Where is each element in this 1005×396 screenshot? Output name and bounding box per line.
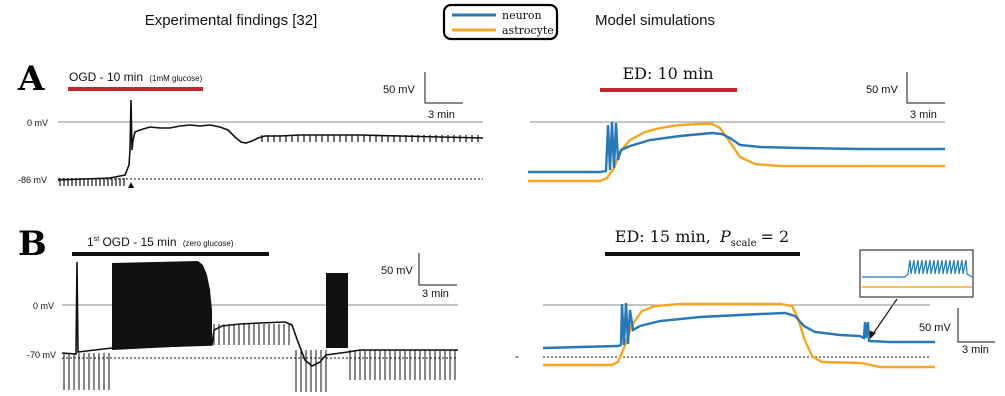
trace-b-exp: [61, 261, 458, 367]
ed-label-b-pre: ED: 15 min,: [615, 227, 711, 246]
panel-b-experimental: 1st OGD - 15 min (zero glucose) 50 mV 3 …: [27, 235, 458, 392]
inset-box: [859, 249, 974, 298]
arrowhead-a: [128, 182, 134, 188]
ed-label-a: ED: 10 min: [622, 64, 713, 83]
scale-bar-b-exp: [418, 253, 457, 286]
inset: [859, 249, 974, 298]
header-model: Model simulations: [595, 12, 715, 29]
inset-neuron: [862, 259, 973, 278]
legend-astrocyte-label: astrocyte: [502, 24, 554, 37]
dash-mark-b: -: [515, 349, 519, 363]
scale-min-a-model: 3 min: [910, 109, 937, 121]
scale-mv-a-model: 50 mV: [866, 84, 898, 96]
scale-mv-b-model: 50 mV: [919, 322, 951, 334]
scale-min-b-model: 3 min: [962, 344, 989, 356]
ogd-label-b-sup: st: [94, 236, 100, 243]
trace-b-neuron: [542, 302, 935, 350]
burst-block-b1: [112, 261, 212, 350]
inset-arrowhead: [868, 330, 876, 339]
rest-label-b: -70 mV: [27, 350, 56, 360]
scale-min-a-exp: 3 min: [428, 109, 455, 121]
ed-label-b-post: = 2: [761, 227, 790, 246]
ogd-label-b-main: OGD - 15 min: [99, 235, 176, 249]
trace-a-exp: [57, 99, 484, 181]
ed-label-b: ED: 15 min, Pscale = 2: [615, 227, 789, 249]
ogd-label-b-small: (zero glucose): [183, 239, 234, 248]
scale-bar-a-model: [906, 72, 945, 104]
scale-bar-b-model: [957, 308, 995, 343]
legend: neuron astrocyte: [442, 3, 559, 41]
trace-b-exp-ticks: [63, 324, 456, 392]
panel-b-model: ED: 15 min, Pscale = 2 50 mV 3 min -: [515, 227, 995, 369]
panel-a-experimental: OGD - 10 min (1mM glucose) 50 mV 3 min 0…: [18, 70, 484, 188]
ogd-label-a-small: (1mM glucose): [149, 74, 202, 83]
ogd-label-b: 1st OGD - 15 min (zero glucose): [87, 235, 234, 249]
ogd-label-a: OGD - 10 min (1mM glucose): [69, 70, 203, 84]
panel-a-label: A: [17, 59, 45, 99]
burst-block-b2: [326, 273, 348, 348]
zero-label-b: 0 mV: [33, 301, 54, 311]
zero-label-a: 0 mV: [27, 118, 48, 128]
panel-b-label: B: [18, 224, 47, 264]
scale-mv-b-exp: 50 mV: [381, 265, 413, 277]
ed-label-b-var: P: [719, 227, 731, 246]
ogd-label-b-num: 1: [87, 235, 94, 249]
rest-label-a: -86 mV: [18, 175, 47, 185]
ogd-label-a-main: OGD - 10 min: [69, 70, 143, 84]
scale-min-b-exp: 3 min: [422, 288, 449, 300]
header-experimental: Experimental findings [32]: [145, 12, 318, 29]
panel-a-model: ED: 10 min 50 mV 3 min: [528, 64, 945, 183]
trace-a-exp-ticks: [59, 135, 479, 186]
trace-a-neuron: [528, 121, 945, 174]
scale-mv-a-exp: 50 mV: [383, 84, 415, 96]
scale-bar-a-exp: [424, 72, 463, 104]
trace-b-astrocyte: [543, 302, 935, 369]
ed-label-b-sub: scale: [731, 238, 757, 249]
inset-arrow: [872, 298, 898, 335]
legend-neuron-label: neuron: [502, 9, 542, 22]
